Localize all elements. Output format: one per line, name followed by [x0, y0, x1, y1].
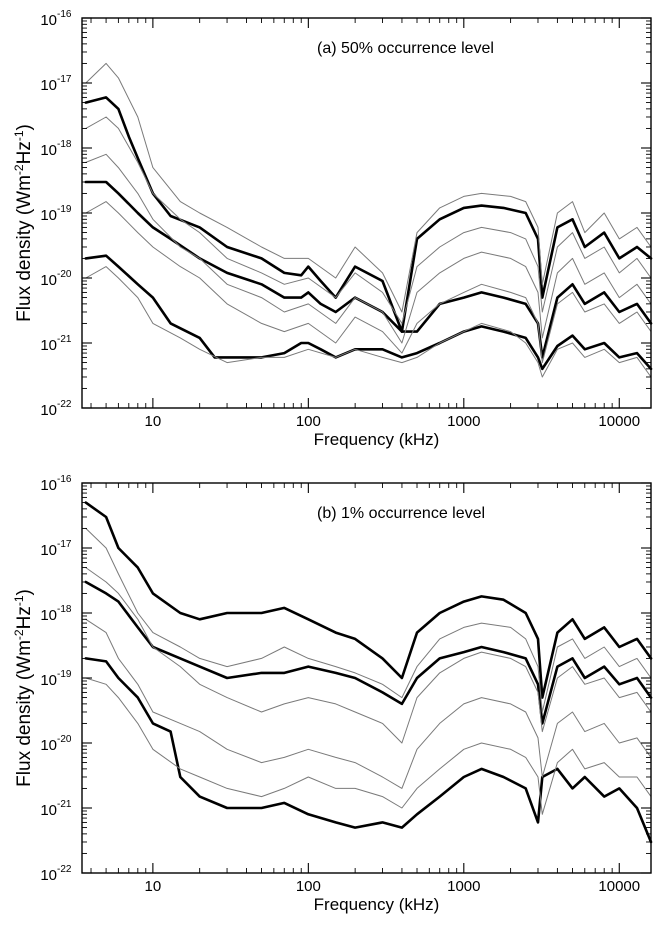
- series-line-1: [84, 580, 653, 725]
- y-label-exp: -1: [12, 130, 26, 141]
- y-axis-label: Flux density (Wm-2Hz-1): [12, 124, 35, 322]
- y-tick-exponent: -20: [57, 269, 72, 280]
- y-tick-label: 10 -16: [40, 9, 72, 29]
- y-tick-label: 10 -21: [40, 334, 72, 354]
- y-tick-exponent: -20: [57, 734, 72, 745]
- y-tick-exponent: -22: [57, 864, 72, 875]
- y-tick-label: 10 -18: [40, 604, 72, 624]
- y-tick-label: 10 -20: [40, 734, 72, 754]
- y-label-hz: Hz: [14, 606, 35, 629]
- x-axis-label: Frequency (kHz): [314, 895, 440, 914]
- series-line-3: [85, 527, 652, 713]
- y-tick-base: 10: [40, 607, 57, 624]
- y-tick-exponent: -19: [57, 204, 72, 215]
- panel-annotation: (b) 1% occurrence level: [317, 505, 485, 522]
- series-line-1: [84, 180, 653, 359]
- y-label-end: ): [14, 124, 35, 130]
- series-line-3: [85, 62, 652, 313]
- y-tick-label: 10 -19: [40, 669, 72, 689]
- x-tick-label: 100: [296, 413, 321, 430]
- y-label-end: ): [14, 589, 35, 595]
- y-tick-label: 10 -18: [40, 139, 72, 159]
- y-tick-exponent: -18: [57, 604, 72, 615]
- y-tick-base: 10: [40, 867, 57, 884]
- series-line-0: [84, 96, 653, 333]
- y-tick-base: 10: [40, 142, 57, 159]
- y-tick-exponent: -22: [57, 399, 72, 410]
- y-tick-base: 10: [40, 272, 57, 289]
- x-tick-label: 10: [145, 878, 162, 895]
- y-tick-label: 10 -22: [40, 864, 72, 884]
- series-line-7: [85, 266, 652, 378]
- y-tick-label: 10 -22: [40, 399, 72, 419]
- y-tick-exponent: -16: [57, 9, 72, 20]
- y-tick-exponent: -16: [57, 474, 72, 485]
- series-line-6: [85, 677, 652, 815]
- x-tick-label: 1000: [447, 878, 480, 895]
- x-axis-label: Frequency (kHz): [314, 430, 440, 449]
- y-label-exp: -1: [12, 595, 26, 606]
- series-line-5: [85, 153, 652, 344]
- series-line-0: [84, 501, 653, 699]
- x-tick-label: 10000: [598, 878, 640, 895]
- y-label-main: Flux density (Wm: [14, 175, 35, 322]
- y-tick-base: 10: [40, 207, 57, 224]
- y-tick-base: 10: [40, 477, 57, 494]
- y-tick-exponent: -21: [57, 799, 72, 810]
- y-tick-label: 10 -20: [40, 269, 72, 289]
- y-tick-base: 10: [40, 402, 57, 419]
- y-label-exp: -2: [12, 164, 26, 175]
- x-tick-label: 100: [296, 878, 321, 895]
- x-tick-label: 1000: [447, 413, 480, 430]
- y-tick-base: 10: [40, 737, 57, 754]
- y-label-hz: Hz: [14, 141, 35, 164]
- y-tick-base: 10: [40, 802, 57, 819]
- y-tick-label: 10 -16: [40, 474, 72, 494]
- series-line-2: [84, 254, 653, 371]
- y-tick-label: 10 -17: [40, 539, 72, 559]
- x-tick-label: 10000: [598, 413, 640, 430]
- y-label-exp: -2: [12, 629, 26, 640]
- y-tick-base: 10: [40, 542, 57, 559]
- y-tick-exponent: -21: [57, 334, 72, 345]
- y-tick-base: 10: [40, 337, 57, 354]
- x-tick-label: 10: [145, 413, 162, 430]
- series-group: [84, 501, 653, 844]
- series-line-2: [84, 657, 653, 844]
- y-tick-label: 10 -19: [40, 204, 72, 224]
- y-tick-exponent: -17: [57, 539, 72, 550]
- y-axis-label: Flux density (Wm-2Hz-1): [12, 589, 35, 787]
- y-tick-base: 10: [40, 672, 57, 689]
- series-line-4: [85, 116, 652, 324]
- series-group: [84, 62, 653, 378]
- y-tick-base: 10: [40, 77, 57, 94]
- y-tick-base: 10: [40, 12, 57, 29]
- y-tick-exponent: -18: [57, 139, 72, 150]
- y-tick-exponent: -17: [57, 74, 72, 85]
- series-line-4: [85, 567, 652, 744]
- y-tick-label: 10 -21: [40, 799, 72, 819]
- y-tick-label: 10 -17: [40, 74, 72, 94]
- series-line-5: [85, 618, 652, 789]
- panel-annotation: (a) 50% occurrence level: [317, 40, 494, 57]
- series-line-6: [85, 201, 652, 364]
- y-tick-exponent: -19: [57, 669, 72, 680]
- y-label-main: Flux density (Wm: [14, 640, 35, 787]
